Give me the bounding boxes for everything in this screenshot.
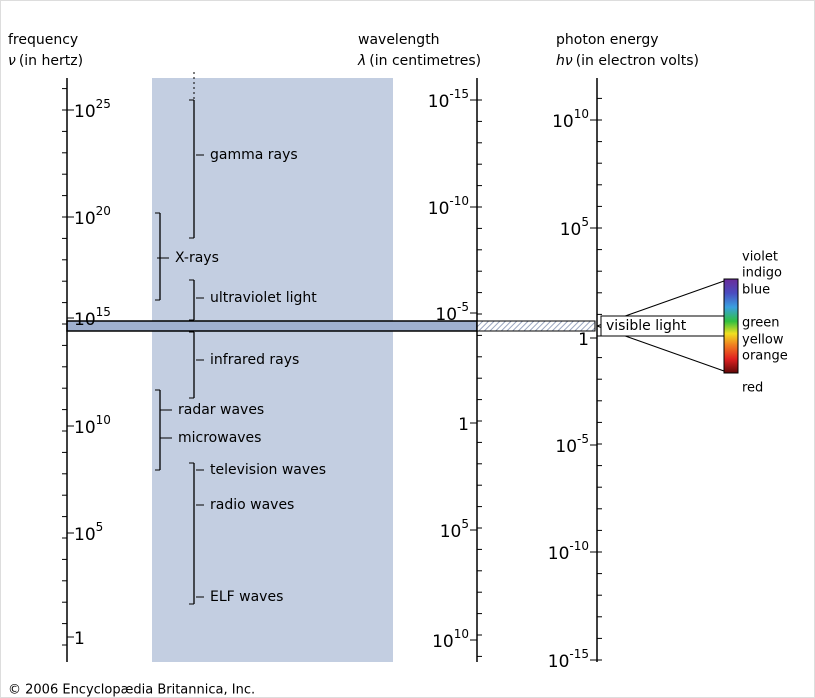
tick-base: 10 — [74, 418, 96, 438]
axis-title: wavelength — [358, 32, 440, 48]
tick-base: 10 — [440, 522, 462, 542]
axis-symbol: λ — [357, 53, 366, 69]
spectrum — [724, 279, 738, 373]
tick-exp: 5 — [96, 520, 104, 534]
band-label: X-rays — [175, 250, 219, 266]
tick-base: 10 — [548, 652, 570, 672]
tick-exp: 10 — [96, 413, 111, 427]
tick-exp: 20 — [96, 204, 111, 218]
color-name: blue — [742, 283, 770, 298]
tick-base: 10 — [74, 209, 96, 229]
tick-exp: 5 — [461, 517, 469, 531]
axis-symbol: ν — [8, 53, 16, 69]
tick-exp: -10 — [569, 539, 589, 553]
tick-base: 10 — [432, 632, 454, 652]
tick-exp: 25 — [96, 97, 111, 111]
footer: © 2006 Encyclopædia Britannica, Inc. — [8, 683, 255, 698]
diagram: visible light © 2006 Encyclopædia Britan… — [0, 0, 815, 698]
color-name: violet — [742, 250, 778, 265]
tick-exp: 10 — [574, 107, 589, 121]
color-name: green — [742, 316, 780, 331]
color-name: orange — [742, 349, 788, 364]
axis-unit-text: (in hertz) — [19, 53, 83, 69]
tick-base: 10 — [560, 220, 582, 240]
tick-exp: 5 — [581, 215, 589, 229]
band-label: infrared rays — [210, 352, 299, 368]
tick-base: 10 — [548, 544, 570, 564]
band-label: microwaves — [178, 430, 261, 446]
tick-base: 1 — [578, 330, 589, 350]
tick-exp: -15 — [449, 87, 469, 101]
tick-base: 1 — [74, 629, 85, 649]
tick-base: 10 — [552, 112, 574, 132]
tick-exp: -5 — [457, 300, 469, 314]
axis-unit: λ(in centimetres) — [357, 53, 481, 69]
tick-base: 1 — [458, 415, 469, 435]
axis-title: frequency — [8, 32, 78, 48]
tick-base: 10 — [74, 525, 96, 545]
tick-base: 10 — [435, 305, 457, 325]
band-area — [152, 78, 393, 662]
axis-unit-text: (in centimetres) — [369, 53, 481, 69]
color-name: red — [742, 381, 763, 396]
tick-base: 10 — [555, 437, 577, 457]
tick-exp: -10 — [449, 194, 469, 208]
band-label: radio waves — [210, 497, 294, 513]
frame — [1, 1, 815, 698]
visible-band — [67, 321, 477, 331]
band-label: ELF waves — [210, 589, 283, 605]
axis-unit-text: (in electron volts) — [576, 53, 699, 69]
tick-base: 10 — [74, 102, 96, 122]
tick-exp: -5 — [577, 432, 589, 446]
color-name: indigo — [742, 266, 782, 281]
tick-base: 10 — [74, 310, 96, 330]
band-label: ultraviolet light — [210, 290, 317, 306]
visible-label: visible light — [606, 318, 687, 334]
tick-exp: 15 — [96, 305, 111, 319]
tick-base: 10 — [428, 92, 450, 112]
tick-label: 1 — [458, 415, 469, 435]
tick-label: 1 — [74, 629, 85, 649]
tick-label: 1 — [578, 330, 589, 350]
tick-exp: -15 — [569, 647, 589, 661]
color-name: yellow — [742, 333, 784, 348]
band-label: television waves — [210, 462, 326, 478]
axis-title: photon energy — [556, 32, 658, 48]
axis-symbol: hν — [556, 53, 573, 69]
tick-exp: 10 — [454, 627, 469, 641]
axis-unit: ν(in hertz) — [8, 53, 83, 69]
axis-unit: hν(in electron volts) — [556, 53, 699, 69]
band-label: gamma rays — [210, 147, 298, 163]
band-label: radar waves — [178, 402, 264, 418]
tick-base: 10 — [428, 199, 450, 219]
